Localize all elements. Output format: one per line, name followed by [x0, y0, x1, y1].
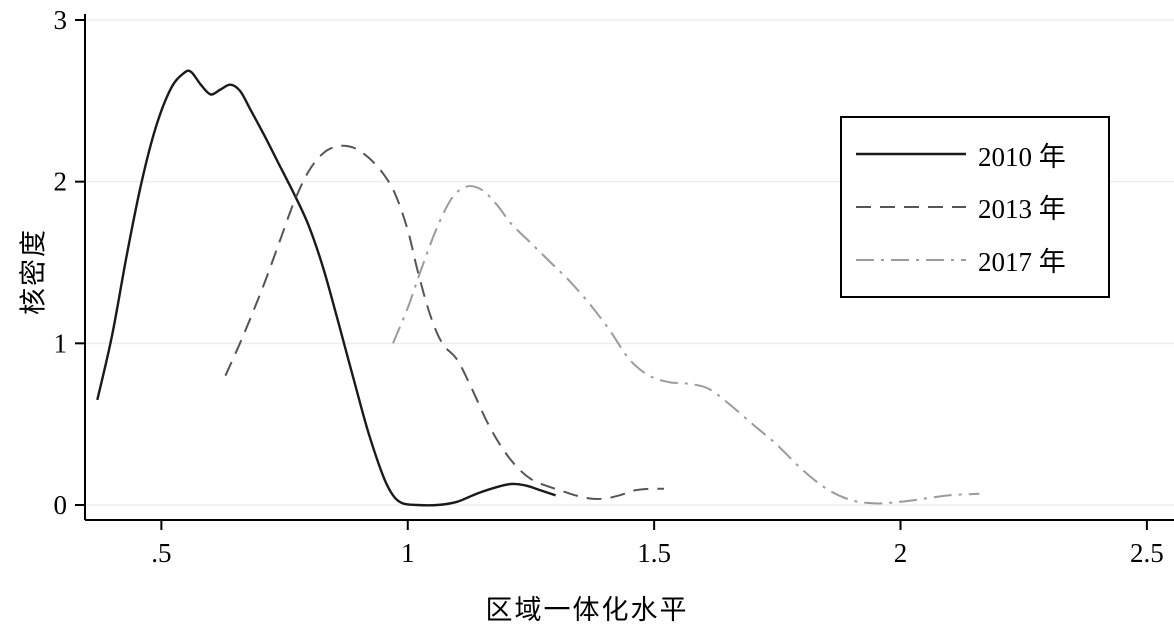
legend-line-sample — [856, 258, 966, 261]
series-line-2 — [392, 185, 980, 505]
x-tick-label: 1.5 — [637, 538, 671, 568]
y-tick-label: 3 — [54, 5, 68, 35]
y-tick-label: 0 — [54, 490, 68, 520]
x-tick-label: 1 — [401, 538, 415, 568]
legend-line-sample — [856, 153, 966, 156]
x-axis-title: 区域一体化水平 — [485, 595, 689, 625]
y-tick-label: 2 — [54, 167, 68, 197]
legend-item-1: 2013 年 — [856, 187, 1094, 226]
legend: 2010 年 2013 年 2017 年 — [840, 116, 1110, 298]
y-axis-title: 核密度 — [18, 228, 49, 315]
legend-label: 2017 年 — [978, 247, 1066, 278]
series-line-0 — [96, 69, 556, 507]
x-tick-label: .5 — [151, 538, 171, 568]
y-tick-label: 1 — [54, 328, 68, 358]
legend-item-2: 2017 年 — [856, 240, 1094, 279]
legend-label: 2013 年 — [978, 194, 1066, 225]
x-tick-label: 2.5 — [1130, 538, 1164, 568]
x-tick-label: 2 — [894, 538, 908, 568]
legend-line-sample — [856, 205, 966, 208]
legend-label: 2010 年 — [978, 141, 1066, 172]
legend-item-0: 2010 年 — [856, 135, 1094, 174]
series-line-1 — [224, 144, 665, 500]
